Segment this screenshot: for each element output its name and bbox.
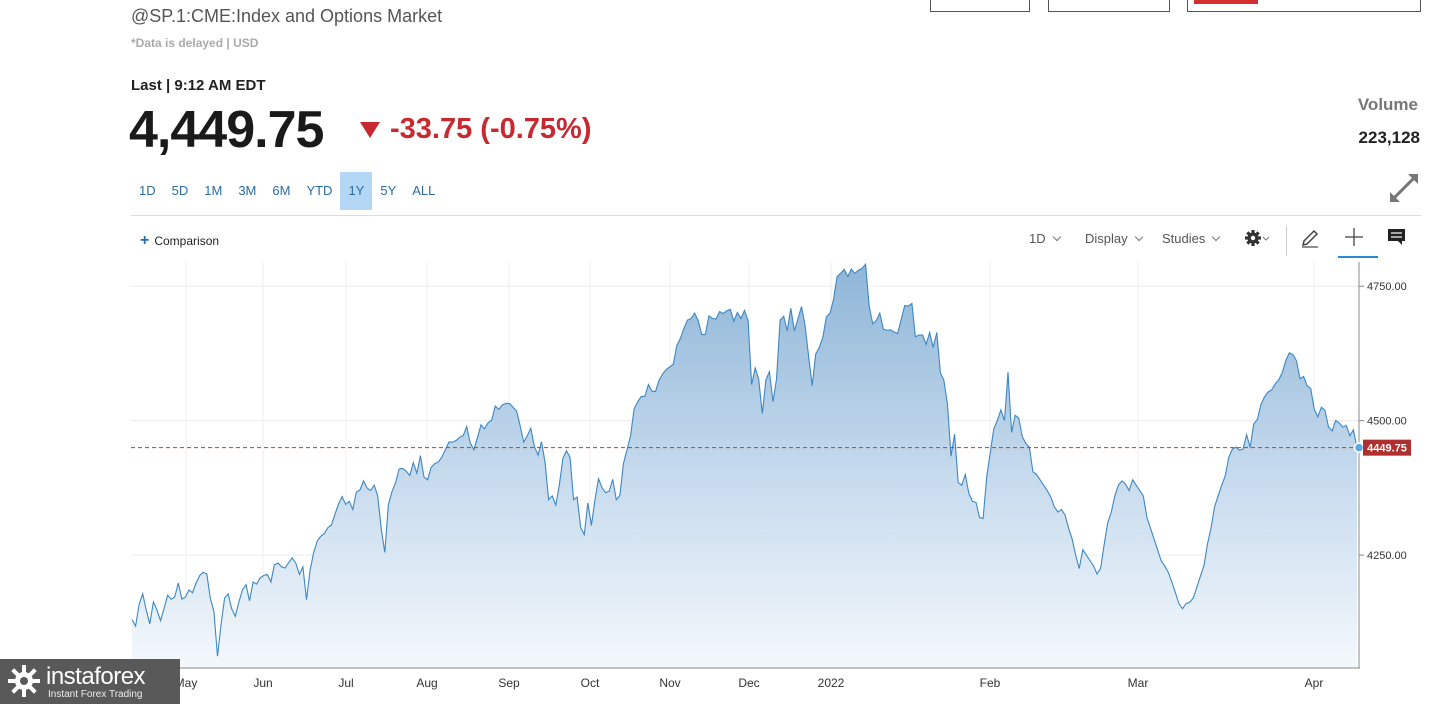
down-arrow-icon: [360, 121, 380, 138]
data-delay-note: *Data is delayed | USD: [131, 36, 259, 50]
plus-icon: +: [140, 232, 150, 249]
x-tick-label: Apr: [1305, 676, 1324, 690]
last-price-tag: [1363, 439, 1411, 456]
studies-label: Studies: [1162, 231, 1206, 246]
range-button-5d[interactable]: 5D: [171, 183, 189, 198]
range-button-1d[interactable]: 1D: [139, 183, 156, 198]
range-button-1y[interactable]: 1Y: [340, 172, 373, 210]
quote-title: @SP.1:CME:Index and Options Market: [131, 6, 443, 26]
y-tick-label: 4500.00: [1367, 416, 1407, 428]
last-update-time: Last | 9:12 AM EDT: [131, 77, 266, 94]
range-button-ytd[interactable]: YTD: [306, 183, 333, 198]
x-tick-label: Jun: [253, 676, 272, 690]
header-divider: [131, 215, 1421, 216]
price-change: -33.75 (-0.75%): [360, 113, 592, 146]
expand-icon[interactable]: [1386, 170, 1422, 206]
comparison-label: Comparison: [154, 234, 220, 248]
range-button-all[interactable]: ALL: [412, 183, 436, 198]
interval-label: 1D: [1029, 231, 1046, 246]
volume-label: Volume: [1357, 95, 1418, 114]
x-tick-label: Nov: [659, 676, 680, 690]
x-tick-label: Sep: [498, 676, 520, 690]
display-label: Display: [1085, 231, 1128, 246]
instaforex-logo: instaforex Instant Forex Trading: [0, 659, 180, 704]
instaforex-logo-icon: [8, 665, 40, 697]
x-tick-label: Dec: [738, 676, 759, 690]
pencil-draw-icon[interactable]: [1299, 227, 1321, 249]
last-price: 4,449.75: [129, 101, 324, 159]
x-tick-label: 2022: [818, 676, 845, 690]
top-toolbar-box-3[interactable]: [1187, 0, 1421, 12]
x-tick-label: Aug: [416, 676, 437, 690]
top-toolbar-box-2[interactable]: [1048, 0, 1170, 12]
x-tick-label: Feb: [980, 676, 1001, 690]
y-tick-label: 4250.00: [1367, 550, 1407, 562]
last-price-tag-label: 4449.75: [1367, 443, 1407, 455]
settings-gear-icon[interactable]: [1244, 229, 1274, 249]
x-tick-label: Jul: [338, 676, 353, 690]
logo-name: instaforex: [46, 663, 146, 690]
display-dropdown[interactable]: Display: [1085, 231, 1143, 246]
logo-tagline: Instant Forex Trading: [48, 689, 143, 700]
x-tick-label: Mar: [1128, 676, 1149, 690]
comparison-button[interactable]: + Comparison: [140, 232, 220, 249]
top-toolbar-box-1[interactable]: [930, 0, 1030, 12]
range-button-3m[interactable]: 3M: [238, 183, 257, 198]
last-price-marker: [1353, 442, 1365, 453]
range-button-5y[interactable]: 5Y: [380, 183, 397, 198]
crosshair-icon[interactable]: [1343, 226, 1365, 248]
volume-value: 223,128: [1358, 128, 1420, 147]
range-button-1m[interactable]: 1M: [204, 183, 223, 198]
range-selector: 1D 5D 1M 3M 6M YTD 1Y 5Y ALL: [131, 172, 443, 210]
y-tick-label: 4750.00: [1367, 281, 1407, 293]
x-tick-label: Oct: [581, 676, 600, 690]
price-change-value: -33.75 (-0.75%): [390, 113, 592, 145]
comment-icon[interactable]: [1387, 228, 1407, 246]
red-accent: [1194, 0, 1258, 4]
price-line: [131, 262, 1358, 657]
price-area-fill: [132, 264, 1357, 668]
crosshair-active-indicator: [1338, 256, 1378, 258]
toolbar-divider: [1286, 226, 1287, 256]
range-button-6m[interactable]: 6M: [272, 183, 291, 198]
interval-dropdown[interactable]: 1D: [1029, 231, 1061, 246]
x-tick-label: May: [175, 676, 198, 690]
studies-dropdown[interactable]: Studies: [1162, 231, 1221, 246]
